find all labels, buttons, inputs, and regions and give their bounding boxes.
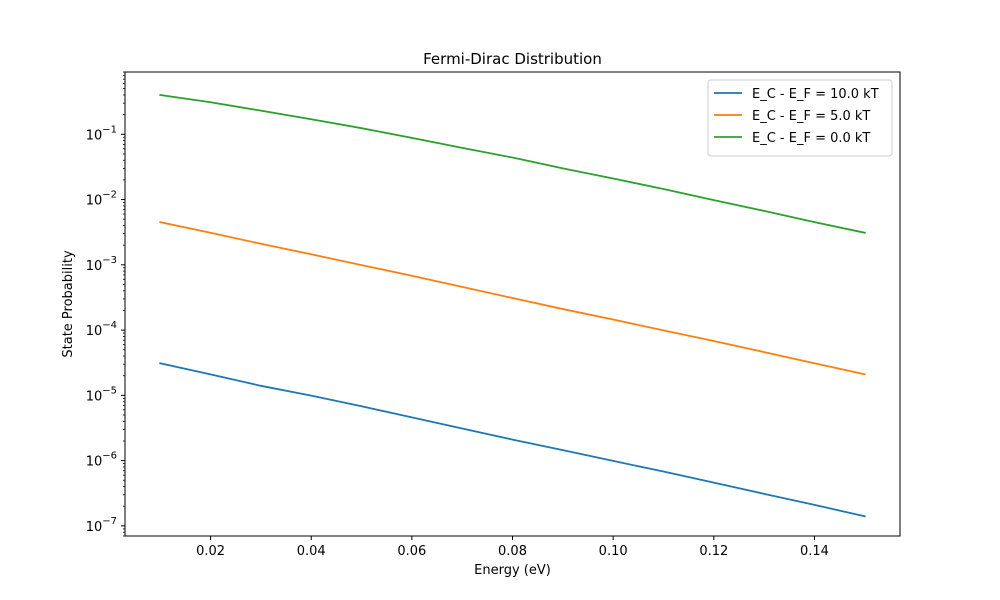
x-tick-label: 0.08 bbox=[498, 544, 527, 559]
y-tick-label-base: 10 bbox=[86, 128, 103, 143]
y-tick-label-base: 10 bbox=[86, 259, 103, 274]
plot-frame bbox=[124, 71, 901, 537]
x-tick-label: 0.14 bbox=[800, 544, 829, 559]
y-tick-label: 10−5 bbox=[86, 385, 117, 404]
legend-label: E_C - E_F = 0.0 kT bbox=[752, 131, 870, 146]
x-tick-label: 0.06 bbox=[397, 544, 426, 559]
y-tick-label-base: 10 bbox=[86, 389, 103, 404]
y-tick-label: 10−3 bbox=[86, 255, 117, 274]
x-tick-label: 0.10 bbox=[599, 544, 628, 559]
chart-title: Fermi-Dirac Distribution bbox=[423, 50, 602, 68]
legend-box bbox=[707, 79, 893, 157]
legend: E_C - E_F = 10.0 kT E_C - E_F = 5.0 kT E_C… bbox=[707, 79, 893, 157]
x-tick-label: 0.12 bbox=[699, 544, 728, 559]
y-tick-label-exponent: −3 bbox=[102, 255, 117, 266]
series-line-1 bbox=[159, 221, 866, 376]
y-tick-label-base: 10 bbox=[86, 455, 103, 470]
y-axis-title: State Probability bbox=[61, 250, 76, 358]
series-layer bbox=[159, 93, 866, 518]
y-tick-label-base: 10 bbox=[86, 194, 103, 209]
y-tick-label-exponent: −5 bbox=[102, 385, 117, 396]
x-axis-title: Energy (eV) bbox=[474, 563, 551, 578]
y-tick-label: 10−4 bbox=[86, 320, 117, 339]
y-tick-label-exponent: −4 bbox=[102, 320, 117, 331]
y-tick-label-exponent: −2 bbox=[102, 190, 117, 201]
y-tick-label-base: 10 bbox=[86, 324, 103, 339]
axes-layer: 0.02 0.04 0.06 0.08 0.10 0.12 0.1410−710−610−5… bbox=[86, 71, 829, 559]
series-line-2 bbox=[159, 93, 866, 234]
y-tick-label: 10−7 bbox=[86, 516, 117, 535]
x-tick-label: 0.04 bbox=[297, 544, 326, 559]
y-tick-label-exponent: −1 bbox=[102, 124, 117, 135]
y-tick-label: 10−1 bbox=[86, 124, 117, 143]
y-tick-label-base: 10 bbox=[86, 520, 103, 535]
legend-label: E_C - E_F = 10.0 kT bbox=[752, 87, 879, 102]
series-line-0 bbox=[159, 362, 866, 518]
legend-label: E_C - E_F = 5.0 kT bbox=[752, 109, 870, 124]
y-tick-label-exponent: −7 bbox=[102, 516, 117, 527]
y-tick-label: 10−6 bbox=[86, 451, 117, 470]
y-tick-label-exponent: −6 bbox=[102, 451, 117, 462]
y-tick-label: 10−2 bbox=[86, 190, 117, 209]
x-tick-label: 0.02 bbox=[196, 544, 225, 559]
